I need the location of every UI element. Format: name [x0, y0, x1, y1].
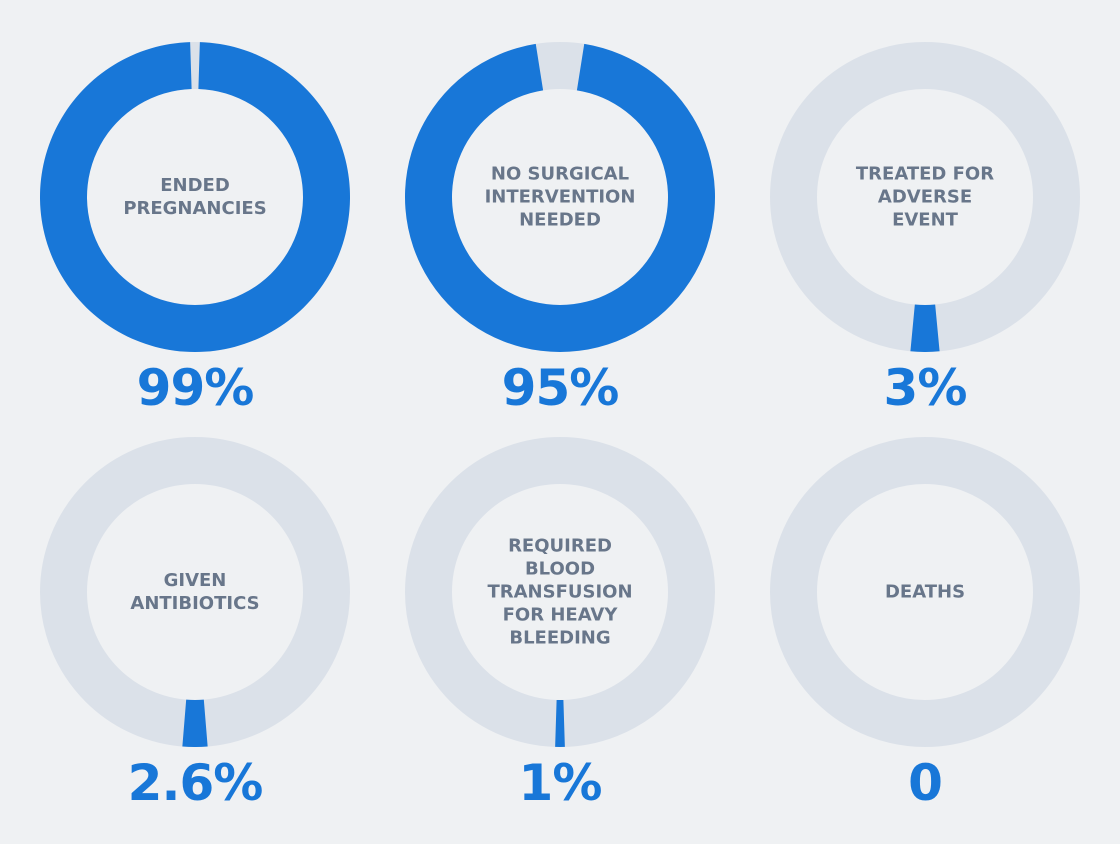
donut-segment	[40, 42, 350, 352]
donut-label: DEATHS	[884, 581, 966, 603]
donut-segment	[405, 43, 715, 352]
donut-chart	[405, 42, 715, 352]
donut-item: DEATHS 0	[770, 437, 1080, 817]
donut-label: TREATED FOR ADVERSE EVENT	[855, 163, 995, 231]
donut-label: REQUIRED BLOOD TRANSFUSION FOR HEAVY BLE…	[487, 535, 633, 649]
donut-track	[770, 437, 1080, 747]
donut-segment	[182, 699, 208, 747]
donut-label: GIVEN ANTIBIOTICS	[130, 570, 260, 614]
donut-value: 2.6%	[127, 754, 264, 812]
donut-chart	[40, 42, 350, 352]
donut-item: ENDED PREGNANCIES 99%	[40, 42, 350, 422]
donut-item: GIVEN ANTIBIOTICS 2.6%	[40, 437, 350, 817]
donut-item: REQUIRED BLOOD TRANSFUSION FOR HEAVY BLE…	[405, 437, 715, 817]
donut-label: ENDED PREGNANCIES	[123, 175, 267, 219]
donut-chart	[405, 437, 715, 747]
donut-value: 99%	[136, 359, 255, 417]
donut-segment	[555, 699, 565, 747]
donut-value: 3%	[883, 359, 968, 417]
donut-chart	[770, 437, 1080, 747]
donut-segment	[910, 304, 940, 352]
donut-item: TREATED FOR ADVERSE EVENT 3%	[770, 42, 1080, 422]
donut-value: 1%	[518, 754, 603, 812]
donut-chart	[770, 42, 1080, 352]
donut-chart	[40, 437, 350, 747]
donut-value: 95%	[501, 359, 620, 417]
donut-item: NO SURGICAL INTERVENTION NEEDED 95%	[405, 42, 715, 422]
donut-label: NO SURGICAL INTERVENTION NEEDED	[484, 163, 636, 231]
donut-value: 0	[908, 754, 943, 812]
